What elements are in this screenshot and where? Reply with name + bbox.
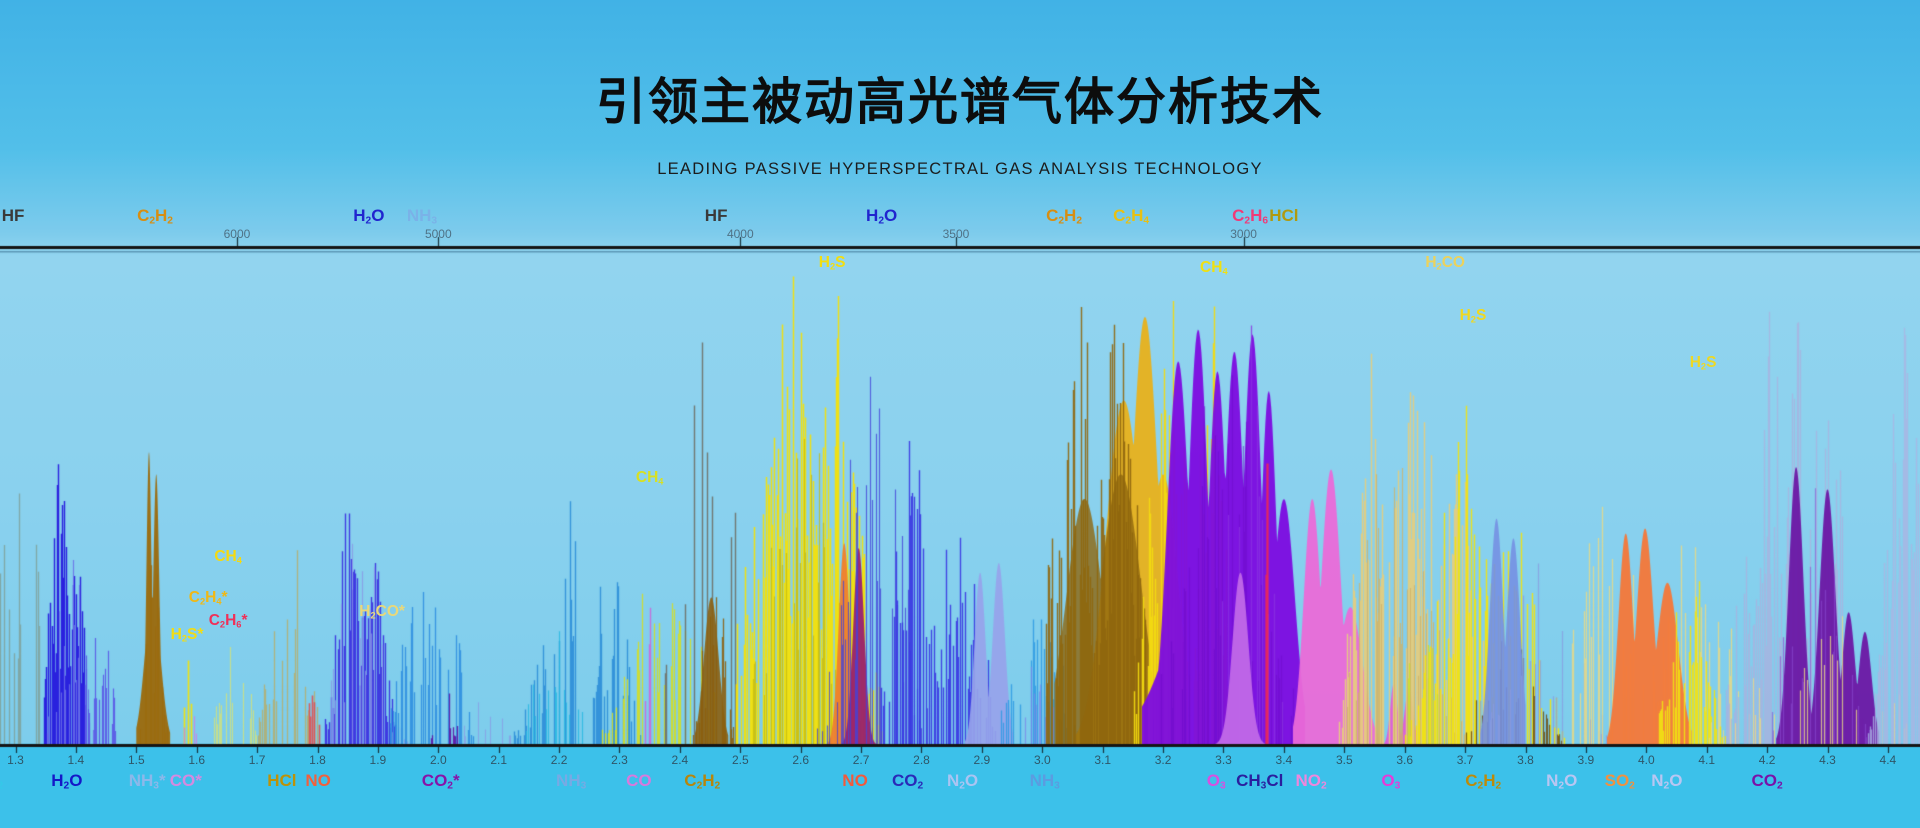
page-title: 引领主被动高光谱气体分析技术	[596, 74, 1324, 130]
page-subtitle: LEADING PASSIVE HYPERSPECTRAL GAS ANALYS…	[657, 160, 1263, 178]
